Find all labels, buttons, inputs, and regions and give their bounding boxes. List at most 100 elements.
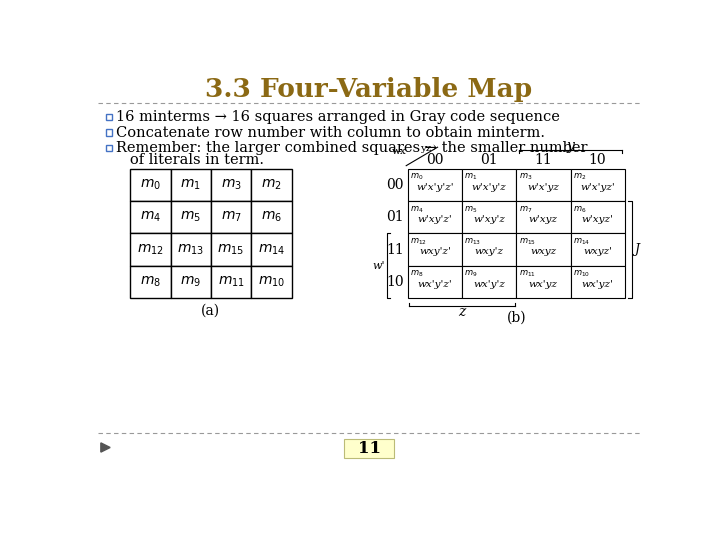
Text: Concatenate row number with column to obtain minterm.: Concatenate row number with column to ob… — [116, 126, 544, 139]
Text: w'x'yz': w'x'yz' — [580, 183, 615, 192]
Bar — [516, 266, 570, 298]
Text: y: y — [567, 139, 575, 153]
Bar — [171, 266, 211, 298]
Text: J: J — [634, 243, 639, 256]
Text: wx'y'z': wx'y'z' — [418, 280, 452, 289]
Text: $m_{6}$: $m_{6}$ — [261, 210, 282, 225]
Bar — [106, 145, 112, 151]
Text: $m_{4}$: $m_{4}$ — [140, 210, 161, 225]
Text: $m_{14}$: $m_{14}$ — [258, 242, 285, 257]
Text: 11: 11 — [358, 440, 380, 457]
Bar — [408, 266, 462, 298]
Bar — [408, 201, 462, 233]
Text: $m_{2}$: $m_{2}$ — [261, 178, 282, 192]
Bar — [171, 233, 211, 266]
Bar — [570, 266, 625, 298]
Text: $m_{9}$: $m_{9}$ — [180, 275, 202, 289]
Text: Remember: the larger combined squares → the smaller number: Remember: the larger combined squares → … — [116, 141, 587, 155]
Text: yz: yz — [420, 144, 431, 153]
Text: wxyz: wxyz — [531, 247, 557, 256]
Text: (b): (b) — [506, 311, 526, 325]
Bar — [106, 130, 112, 136]
Text: $m_{3}$: $m_{3}$ — [518, 172, 532, 183]
Bar — [251, 201, 292, 233]
Text: wx'yz: wx'yz — [529, 280, 558, 289]
Text: wxy'z: wxy'z — [474, 247, 503, 256]
Bar — [130, 266, 171, 298]
Text: wxy'z': wxy'z' — [419, 247, 451, 256]
Text: w'xyz: w'xyz — [529, 215, 558, 224]
Text: wx: wx — [392, 147, 406, 156]
Text: $m_{11}$: $m_{11}$ — [217, 275, 245, 289]
Text: $m_{13}$: $m_{13}$ — [177, 242, 204, 257]
Text: $m_{4}$: $m_{4}$ — [410, 204, 423, 215]
Bar — [211, 266, 251, 298]
Text: $m_{8}$: $m_{8}$ — [140, 275, 161, 289]
Text: $m_{5}$: $m_{5}$ — [464, 204, 477, 215]
Text: $m_{8}$: $m_{8}$ — [410, 269, 423, 279]
Bar — [171, 201, 211, 233]
Polygon shape — [101, 443, 110, 452]
Text: $m_{0}$: $m_{0}$ — [140, 178, 161, 192]
Text: $m_{7}$: $m_{7}$ — [518, 204, 532, 215]
Text: 16 minterms → 16 squares arranged in Gray code sequence: 16 minterms → 16 squares arranged in Gra… — [116, 110, 559, 124]
Text: $m_{0}$: $m_{0}$ — [410, 172, 423, 183]
Bar — [462, 168, 516, 201]
Text: $m_{5}$: $m_{5}$ — [180, 210, 201, 225]
Text: 11: 11 — [386, 242, 404, 256]
Bar — [516, 233, 570, 266]
Bar — [130, 168, 171, 201]
Bar — [570, 233, 625, 266]
Bar — [462, 233, 516, 266]
Text: $m_{11}$: $m_{11}$ — [518, 269, 536, 279]
Bar — [408, 168, 462, 201]
Text: 3.3 Four-Variable Map: 3.3 Four-Variable Map — [205, 77, 533, 102]
Text: $m_{15}$: $m_{15}$ — [518, 237, 536, 247]
Text: $m_{12}$: $m_{12}$ — [410, 237, 427, 247]
Bar — [211, 168, 251, 201]
Text: (a): (a) — [202, 303, 220, 318]
Bar — [570, 168, 625, 201]
Text: of literals in term.: of literals in term. — [116, 153, 264, 167]
Text: w'x'yz: w'x'yz — [528, 183, 559, 192]
Text: $m_{3}$: $m_{3}$ — [220, 178, 241, 192]
Text: $m_{12}$: $m_{12}$ — [137, 242, 164, 257]
Bar — [344, 439, 394, 457]
Text: wx'yz': wx'yz' — [582, 280, 613, 289]
Text: w'xyz': w'xyz' — [582, 215, 613, 224]
Text: 00: 00 — [387, 178, 404, 192]
Text: w': w' — [373, 261, 385, 271]
Text: 01: 01 — [386, 210, 404, 224]
Bar — [130, 233, 171, 266]
Text: $m_{1}$: $m_{1}$ — [181, 178, 201, 192]
Bar — [211, 233, 251, 266]
Text: wx'y'z: wx'y'z — [473, 280, 505, 289]
Text: 01: 01 — [480, 152, 498, 166]
Text: $m_{1}$: $m_{1}$ — [464, 172, 477, 183]
Text: 10: 10 — [386, 275, 404, 289]
Bar — [570, 201, 625, 233]
Text: wxyz': wxyz' — [583, 247, 612, 256]
Bar — [211, 201, 251, 233]
Text: w'xy'z: w'xy'z — [473, 215, 505, 224]
Bar — [516, 201, 570, 233]
Text: w'xy'z': w'xy'z' — [418, 215, 452, 224]
Text: $m_{15}$: $m_{15}$ — [217, 242, 245, 257]
Text: $m_{2}$: $m_{2}$ — [573, 172, 586, 183]
Text: $m_{9}$: $m_{9}$ — [464, 269, 478, 279]
Bar — [251, 266, 292, 298]
Bar — [171, 168, 211, 201]
Bar — [462, 201, 516, 233]
Text: $m_{13}$: $m_{13}$ — [464, 237, 482, 247]
Bar — [251, 233, 292, 266]
Bar — [251, 168, 292, 201]
Text: 11: 11 — [534, 152, 552, 166]
Text: 00: 00 — [426, 152, 444, 166]
Text: w'x'y'z': w'x'y'z' — [416, 183, 454, 192]
Bar — [130, 201, 171, 233]
Text: z: z — [459, 305, 466, 319]
Text: $m_{10}$: $m_{10}$ — [573, 269, 590, 279]
Text: $m_{14}$: $m_{14}$ — [573, 237, 590, 247]
Text: $m_{7}$: $m_{7}$ — [220, 210, 241, 225]
Bar — [106, 114, 112, 120]
